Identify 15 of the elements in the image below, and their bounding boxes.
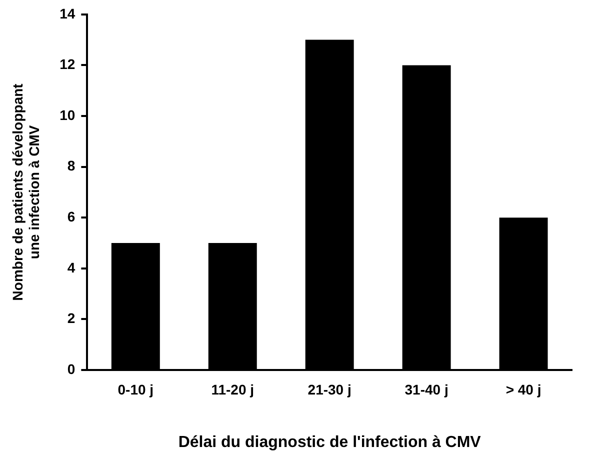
x-axis-title: Délai du diagnostic de l'infection à CMV bbox=[178, 434, 482, 451]
y-tick-label: 14 bbox=[60, 5, 76, 22]
y-tick-label: 2 bbox=[67, 310, 76, 326]
x-tick-label: 31-40 j bbox=[404, 381, 448, 398]
y-tick-label: 10 bbox=[60, 106, 76, 123]
y-tick-label: 12 bbox=[60, 56, 76, 72]
x-tick-label: 0-10 j bbox=[118, 381, 154, 398]
x-tick-label: > 40 j bbox=[506, 381, 542, 398]
x-tick-label: 11-20 j bbox=[211, 381, 254, 398]
x-tick-label: 21-30 j bbox=[308, 381, 352, 398]
y-axis-title: Nombre de patients développant une infection à CMV bbox=[9, 83, 42, 301]
y-tick-label: 4 bbox=[67, 259, 76, 276]
y-tick-label: 0 bbox=[67, 360, 76, 377]
y-tick-label: 6 bbox=[67, 208, 76, 224]
y-tick-label: 8 bbox=[67, 158, 76, 174]
